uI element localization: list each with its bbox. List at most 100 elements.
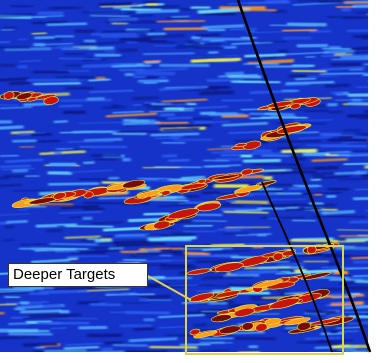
amplitude-streak	[33, 82, 81, 86]
amplitude-streak	[347, 321, 368, 326]
amplitude-streak	[83, 161, 95, 165]
amplitude-streak	[59, 310, 70, 314]
amplitude-streak	[113, 235, 161, 239]
amplitude-streak	[299, 269, 339, 274]
amplitude-streak	[0, 104, 19, 106]
reflector-event	[219, 325, 241, 335]
amplitude-streak	[88, 78, 111, 82]
amplitude-streak	[186, 349, 229, 352]
amplitude-streak	[359, 170, 368, 173]
amplitude-streak	[100, 5, 142, 8]
reflector-event	[264, 317, 281, 325]
amplitude-streak	[249, 112, 295, 116]
amplitude-streak	[12, 139, 37, 143]
amplitude-streak	[100, 238, 113, 241]
amplitude-streak	[344, 346, 357, 350]
amplitude-streak	[229, 27, 258, 31]
amplitude-streak	[125, 311, 170, 315]
amplitude-streak	[164, 103, 189, 106]
amplitude-streak	[3, 26, 16, 30]
amplitude-streak	[0, 311, 5, 315]
amplitude-streak	[175, 201, 186, 203]
amplitude-streak	[262, 56, 278, 59]
reflector-event	[122, 179, 146, 189]
amplitude-streak	[211, 150, 250, 154]
amplitude-streak	[340, 55, 368, 60]
amplitude-streak	[344, 129, 360, 132]
amplitude-streak	[116, 130, 162, 134]
amplitude-streak	[142, 166, 180, 169]
callout-leader-line	[147, 275, 192, 301]
fault-line-secondary	[261, 181, 333, 353]
amplitude-streak	[297, 0, 339, 3]
amplitude-streak	[231, 200, 269, 205]
amplitude-streak	[147, 41, 176, 44]
amplitude-streak	[143, 212, 170, 216]
amplitude-streak	[290, 239, 339, 243]
amplitude-streak	[347, 93, 368, 97]
amplitude-streak	[208, 301, 228, 305]
amplitude-streak	[202, 191, 220, 195]
amplitude-streak	[250, 295, 292, 299]
amplitude-streak	[228, 130, 276, 134]
amplitude-streak	[248, 1, 290, 5]
amplitude-streak	[33, 70, 70, 74]
reflector-event	[301, 272, 331, 281]
amplitude-streak	[251, 298, 277, 301]
reflector-event	[180, 183, 207, 190]
amplitude-streak	[214, 184, 249, 188]
amplitude-streak	[222, 233, 250, 235]
reflector-event	[309, 318, 340, 326]
amplitude-streak	[0, 77, 29, 82]
amplitude-streak	[23, 342, 59, 347]
reflector-event	[240, 168, 253, 176]
reflector-event	[272, 252, 284, 261]
amplitude-streak	[57, 317, 99, 320]
amplitude-streak	[82, 63, 122, 69]
amplitude-streak	[0, 303, 17, 306]
amplitude-streak	[334, 98, 368, 101]
amplitude-streak	[159, 86, 206, 91]
amplitude-streak	[353, 150, 368, 153]
amplitude-streak	[225, 71, 245, 76]
amplitude-streak	[295, 77, 316, 81]
amplitude-streak	[353, 350, 368, 352]
amplitude-streak	[39, 289, 88, 295]
amplitude-streak	[113, 6, 131, 10]
amplitude-streak	[165, 250, 199, 252]
amplitude-streak	[34, 35, 55, 40]
amplitude-streak	[312, 216, 366, 218]
amplitude-streak	[33, 43, 45, 47]
amplitude-streak	[64, 235, 101, 239]
reflector-event	[283, 317, 311, 326]
amplitude-streak	[65, 87, 94, 90]
amplitude-streak	[26, 78, 79, 82]
amplitude-streak	[0, 154, 19, 157]
deeper-targets-box	[185, 245, 344, 355]
amplitude-streak	[133, 327, 155, 331]
amplitude-streak	[343, 162, 368, 165]
amplitude-streak	[53, 47, 80, 49]
amplitude-streak	[349, 344, 368, 349]
amplitude-streak	[125, 72, 134, 76]
amplitude-streak	[161, 98, 208, 103]
amplitude-streak	[13, 189, 50, 192]
amplitude-streak	[1, 167, 35, 171]
amplitude-streak	[0, 41, 11, 44]
amplitude-streak	[12, 168, 28, 173]
bright-reflectors	[0, 91, 355, 339]
amplitude-streak	[159, 267, 197, 270]
amplitude-streak	[132, 96, 159, 101]
amplitude-streak	[277, 268, 292, 271]
amplitude-streak	[293, 119, 333, 122]
reflector-event	[188, 292, 215, 302]
amplitude-streak	[91, 154, 122, 158]
amplitude-streak	[341, 8, 351, 12]
amplitude-streak	[119, 37, 152, 41]
amplitude-streak	[0, 287, 44, 291]
amplitude-streak	[187, 254, 231, 258]
amplitude-streak	[352, 136, 368, 139]
reflector-event	[267, 100, 294, 108]
